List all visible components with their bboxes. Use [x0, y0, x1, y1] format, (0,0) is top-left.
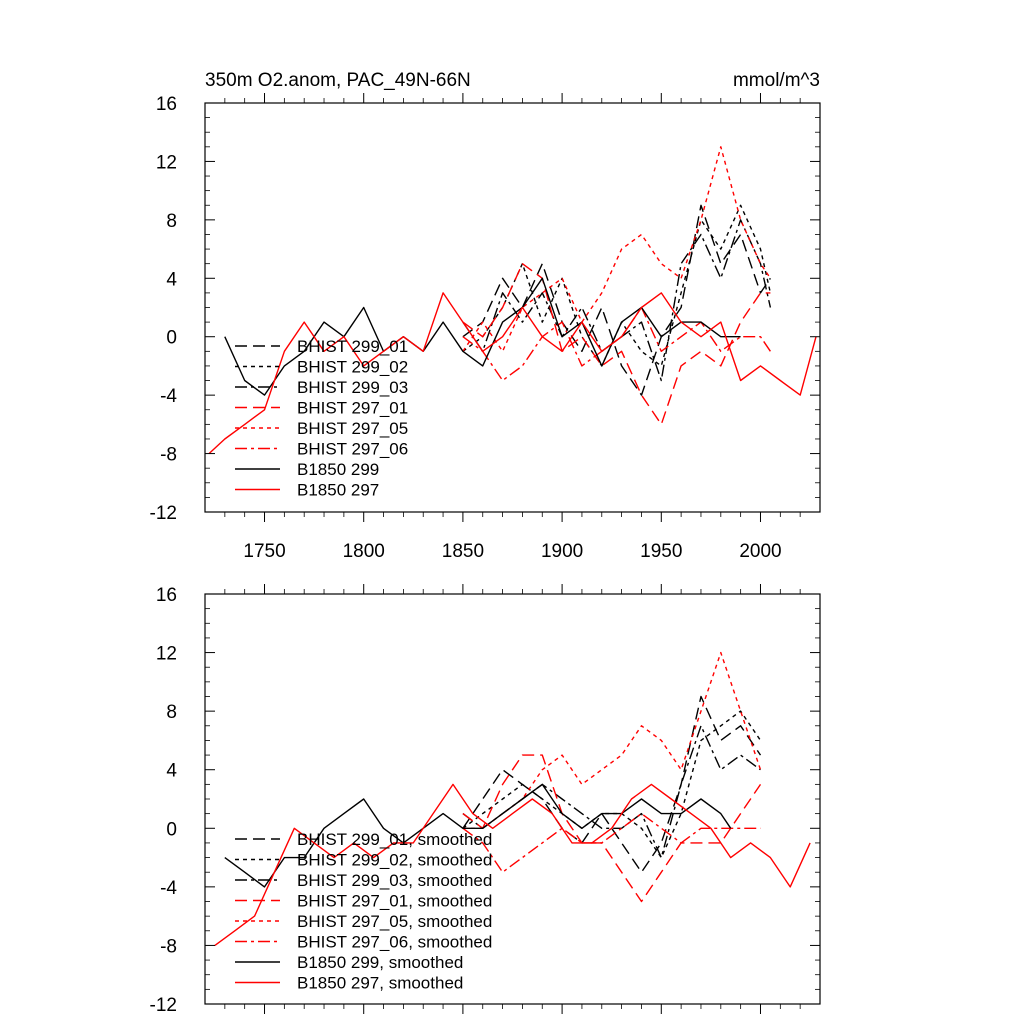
x-tick-label: 2000 [739, 541, 781, 562]
series-line-1 [462, 695, 762, 873]
legend-label: BHIST 297_06 [297, 440, 408, 459]
x-tick-label: 1800 [343, 541, 385, 562]
y-tick-label: 8 [166, 211, 177, 232]
series-line-7 [224, 783, 732, 888]
top-title-left: 350m O2.anom, PAC_49N-66N [205, 70, 471, 91]
y-tick-label: 4 [166, 761, 177, 782]
legend-label: BHIST 297_01 [297, 399, 408, 418]
y-tick-label: 16 [156, 585, 177, 606]
legend-label: BHIST 297_05 [297, 419, 408, 438]
y-tick-label: -8 [160, 936, 177, 957]
y-tick-label: 12 [156, 152, 177, 173]
y-tick-label: -8 [160, 445, 177, 466]
y-tick-label: -4 [160, 386, 177, 407]
top-title-right: mmol/m^3 [733, 70, 820, 91]
series-line-2 [462, 204, 772, 367]
legend-label: BHIST 297_06, smoothed [297, 933, 492, 952]
legend-label: BHIST 297_05, smoothed [297, 912, 492, 931]
series-line-3 [462, 725, 761, 859]
legend-label: BHIST 299_01 [297, 337, 408, 356]
series-line-1 [462, 204, 771, 396]
legend-label: B1850 297 [297, 481, 379, 500]
legend-label: B1850 299 [297, 460, 379, 479]
x-tick-label: 1750 [243, 541, 285, 562]
x-tick-label: 1950 [640, 541, 682, 562]
series-line-7 [224, 277, 741, 396]
y-tick-label: -4 [160, 878, 177, 899]
legend-label: BHIST 299_03 [297, 378, 408, 397]
y-tick-label: -12 [150, 995, 177, 1016]
series-line-5 [462, 146, 771, 352]
series-line-4 [462, 754, 762, 903]
y-tick-label: 0 [166, 819, 177, 840]
x-tick-label: 1900 [541, 541, 583, 562]
series-line-8 [214, 783, 811, 946]
legend-label: BHIST 297_01, smoothed [297, 892, 492, 911]
y-tick-label: 0 [166, 328, 177, 349]
series-line-3 [462, 219, 772, 382]
bottom-panel: -12 -8 -4 0 4 8 12 16 BHIST 299_01, smoothed BHI… [150, 584, 821, 1016]
legend-label: BHIST 299_02 [297, 358, 408, 377]
legend-label: B1850 297, smoothed [297, 974, 463, 993]
y-tick-label: -12 [150, 503, 177, 524]
legend-label: BHIST 299_01, smoothed [297, 830, 492, 849]
y-tick-label: 12 [156, 644, 177, 665]
legend-label: B1850 299, smoothed [297, 953, 463, 972]
top-panel: 350m O2.anom, PAC_49N-66N mmol/m^3 -12 -8… [150, 70, 821, 562]
series-line-6 [462, 306, 771, 382]
y-tick-label: 4 [166, 269, 177, 290]
series-line-4 [462, 263, 771, 426]
series-line-5 [462, 651, 762, 829]
legend-label: BHIST 299_02, smoothed [297, 851, 492, 870]
series-line-6 [462, 812, 761, 873]
y-tick-label: 16 [156, 94, 177, 115]
y-tick-label: 8 [166, 702, 177, 723]
legend-label: BHIST 299_03, smoothed [297, 871, 492, 890]
x-tick-label: 1850 [442, 541, 484, 562]
series-line-8 [208, 292, 817, 455]
